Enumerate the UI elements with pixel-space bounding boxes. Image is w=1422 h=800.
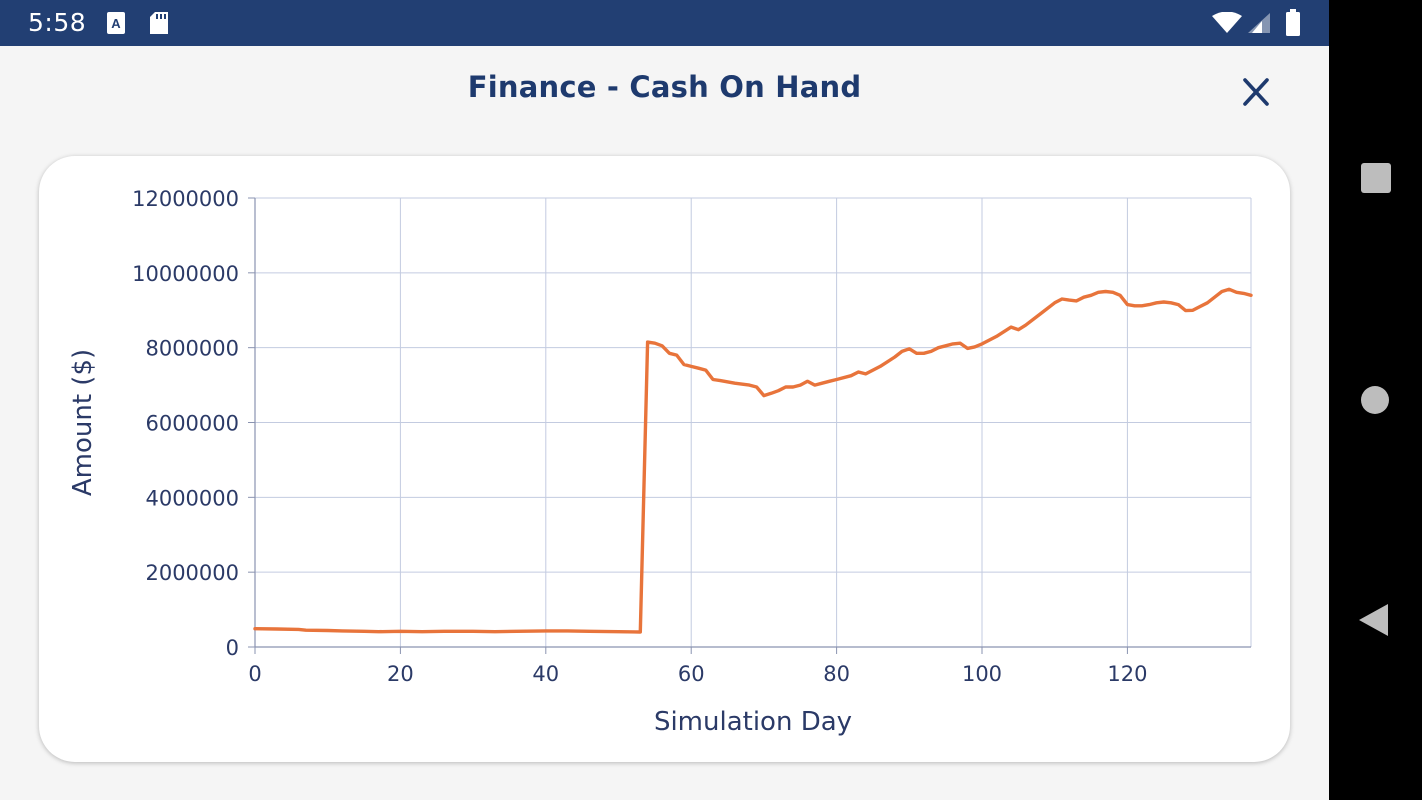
cell-signal-icon bbox=[1247, 12, 1271, 38]
svg-text:A: A bbox=[111, 16, 121, 31]
x-tick-label: 40 bbox=[532, 662, 559, 686]
back-button[interactable] bbox=[1346, 590, 1406, 650]
x-tick-label: 60 bbox=[678, 662, 705, 686]
back-triangle-icon[interactable] bbox=[1346, 590, 1406, 650]
battery-icon bbox=[1285, 9, 1301, 41]
x-axis-label: Simulation Day bbox=[654, 707, 852, 737]
app-screen: Finance - Cash On Hand 0 20 40 60 80 100 120 0 2… bbox=[0, 46, 1329, 800]
cash-on-hand-chart: 0 20 40 60 80 100 120 0 2000000 4000000 6000000 800… bbox=[68, 187, 1253, 737]
series-line-cash-on-hand bbox=[253, 287, 1253, 634]
x-tick-label: 80 bbox=[823, 662, 850, 686]
status-time: 5:58 bbox=[28, 8, 87, 37]
home-circle-icon[interactable] bbox=[1346, 370, 1406, 430]
y-tick-label: 12000000 bbox=[132, 187, 239, 211]
close-icon[interactable] bbox=[1238, 74, 1274, 110]
home-button[interactable] bbox=[1346, 370, 1406, 430]
y-tick-label: 0 bbox=[226, 636, 239, 660]
x-tick-label: 100 bbox=[962, 662, 1002, 686]
y-tick-label: 10000000 bbox=[132, 262, 239, 286]
page-title: Finance - Cash On Hand bbox=[467, 70, 862, 104]
wifi-icon bbox=[1212, 11, 1242, 38]
x-tick-label: 120 bbox=[1107, 662, 1147, 686]
x-tick-label: 0 bbox=[248, 662, 261, 686]
y-tick-label: 8000000 bbox=[145, 337, 239, 361]
y-axis-label: Amount ($) bbox=[68, 349, 98, 496]
recents-button[interactable] bbox=[1346, 148, 1406, 208]
chart-card: 0 20 40 60 80 100 120 0 2000000 4000000 6000000 800… bbox=[39, 156, 1290, 762]
sd-card-icon bbox=[149, 11, 169, 39]
y-tick-label: 6000000 bbox=[145, 412, 239, 436]
accessibility-a-icon: A bbox=[106, 11, 126, 39]
status-bar: 5:58 A bbox=[0, 0, 1329, 46]
recents-square-icon[interactable] bbox=[1346, 148, 1406, 208]
y-tick-label: 4000000 bbox=[145, 486, 239, 510]
x-tick-label: 20 bbox=[387, 662, 414, 686]
close-button[interactable] bbox=[1238, 74, 1274, 110]
y-tick-label: 2000000 bbox=[145, 561, 239, 585]
